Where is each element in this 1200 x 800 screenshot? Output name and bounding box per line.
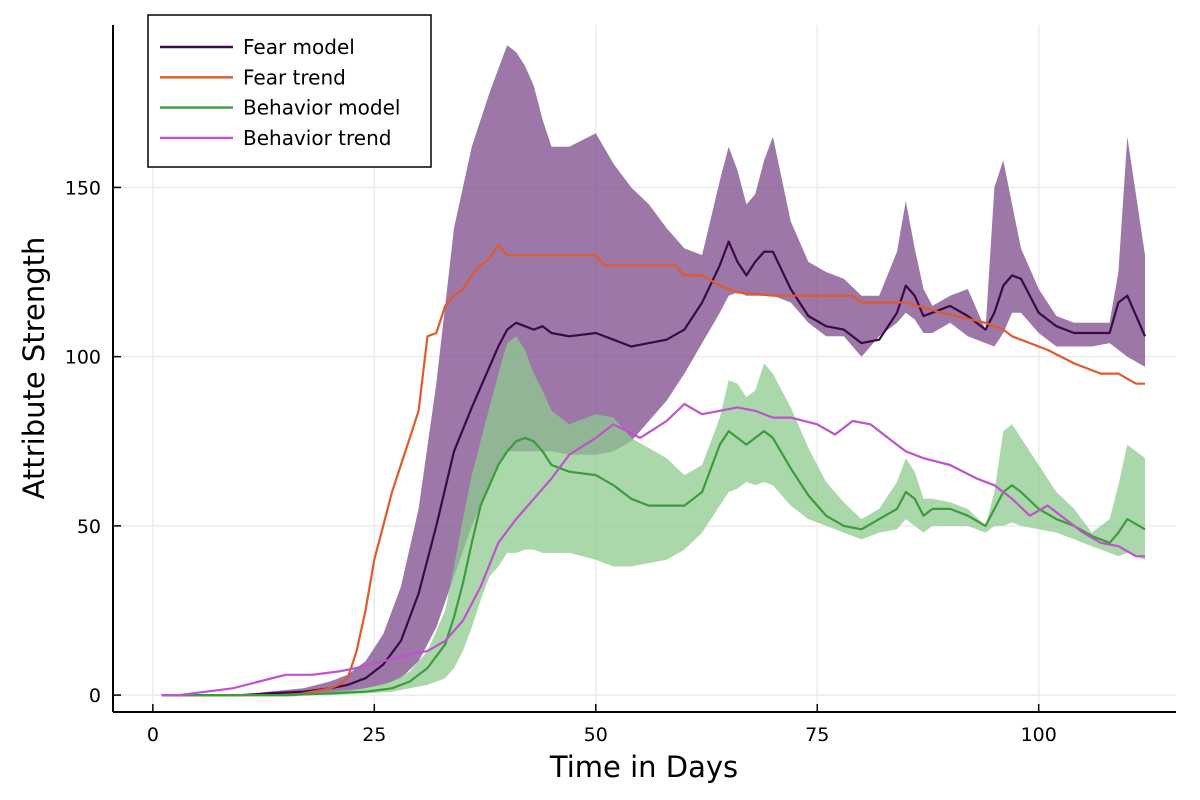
band-fear-model [161,45,1145,696]
x-tick-label: 25 [362,724,386,746]
y-tick-label: 50 [77,516,101,538]
ticks: 0 25 50 75 100 0 50 100 150 [65,177,1057,746]
legend: Fear model Fear trend Behavior model Behavi… [147,14,432,168]
band-behavior-model [161,336,1145,696]
legend-box [147,14,432,168]
x-tick-label: 50 [584,724,608,746]
series-lines [161,240,1147,697]
line-behavior-model [161,430,1146,697]
axes [112,25,1176,713]
x-axis-title: Time in Days [549,750,738,784]
y-tick-label: 100 [65,347,101,369]
y-tick-label: 150 [65,177,101,199]
confidence-bands [161,45,1145,696]
line-fear-trend [161,243,1145,697]
line-fear-model [161,240,1147,697]
legend-label: Behavior model [243,96,400,120]
x-tick-label: 75 [805,724,829,746]
legend-label: Fear trend [243,65,346,89]
legend-label: Fear model [243,35,355,59]
x-tick-label: 0 [147,724,159,746]
y-axis-title: Attribute Strength [17,237,51,500]
line-behavior-trend [161,402,1145,697]
legend-label: Behavior trend [243,126,391,150]
x-tick-label: 100 [1021,724,1057,746]
y-tick-label: 0 [89,685,101,707]
